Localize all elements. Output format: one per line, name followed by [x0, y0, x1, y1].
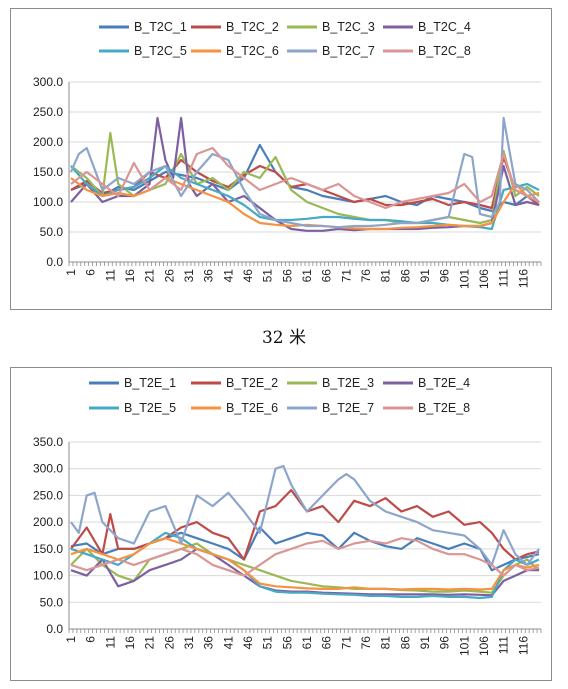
- top-xtick-label: 41: [221, 269, 235, 283]
- bottom-ytick-label: 350.0: [33, 435, 63, 449]
- top-legend-label-7: B_T2C_7: [322, 44, 375, 58]
- top-xtick-label: 96: [438, 269, 452, 283]
- chart-panel-bottom: 0.0 50.0 100.0 150.0 200.0 250.0 300.0 350.0 1 6 1…: [10, 367, 552, 681]
- bottom-xtick-label: 26: [162, 636, 176, 650]
- top-xtick-label: 11: [103, 269, 117, 282]
- chart-panel-top: 0.0 50.0 100.0 150.0 200.0 250.0 300.0 1 6 11 16 21…: [10, 8, 552, 310]
- bottom-xtick-label: 101: [457, 636, 471, 656]
- bottom-xtick-label: 11: [103, 636, 117, 649]
- bottom-xtick-label: 41: [221, 636, 235, 650]
- top-legend-label-8: B_T2C_8: [418, 44, 471, 58]
- bottom-xtick-label: 56: [280, 636, 294, 650]
- bottom-legend-label-2: B_T2E_2: [226, 376, 278, 390]
- bottom-legend-label-4: B_T2E_4: [418, 376, 470, 390]
- top-xtick-label: 101: [457, 269, 471, 289]
- bottom-xtick-label: 86: [398, 636, 412, 650]
- bottom-xtick-label: 16: [123, 636, 137, 650]
- bottom-ytick-label: 250.0: [33, 488, 63, 502]
- top-xtick-label: 106: [477, 269, 491, 289]
- top-xtick-label: 51: [261, 269, 275, 283]
- bottom-xtick-label: 106: [477, 636, 491, 656]
- top-legend-label-1: B_T2C_1: [134, 20, 187, 34]
- top-xtick-label: 56: [280, 269, 294, 283]
- top-ytick-label: 200.0: [33, 135, 63, 149]
- bottom-xtick-label: 81: [379, 636, 393, 650]
- top-xtick-label: 66: [320, 269, 334, 283]
- bottom-series-line-7: [70, 464, 540, 566]
- top-xtick-label: 81: [379, 269, 393, 283]
- bottom-xtick-label: 51: [261, 636, 275, 650]
- bottom-xtick-label: 91: [418, 636, 432, 650]
- bottom-legend-label-6: B_T2E_6: [226, 401, 278, 415]
- bottom-xtick-label: 111: [497, 636, 511, 655]
- bottom-series-line-8: [70, 537, 540, 577]
- top-xtick-label: 1: [64, 269, 78, 276]
- top-xtick-label: 76: [359, 269, 373, 283]
- top-series-line-1: [70, 143, 540, 213]
- top-xtick-label: 21: [143, 269, 157, 283]
- bottom-legend-label-1: B_T2E_1: [124, 376, 176, 390]
- top-xtick-label: 116: [516, 269, 530, 288]
- top-xtick-label: 36: [202, 269, 216, 283]
- bottom-legend-label-7: B_T2E_7: [322, 401, 374, 415]
- top-legend-label-5: B_T2C_5: [134, 44, 187, 58]
- top-xtick-label: 26: [162, 269, 176, 283]
- top-legend-label-2: B_T2C_2: [226, 20, 279, 34]
- bottom-xtick-label: 76: [359, 636, 373, 650]
- bottom-xtick-label: 116: [516, 636, 530, 655]
- top-ytick-label: 150.0: [33, 165, 63, 179]
- top-legend-label-3: B_T2C_3: [322, 20, 375, 34]
- top-xtick-label: 91: [418, 269, 432, 283]
- top-ytick-label: 50.0: [40, 225, 64, 239]
- top-xtick-label: 86: [398, 269, 412, 283]
- bottom-legend-label-3: B_T2E_3: [322, 376, 374, 390]
- bottom-ytick-label: 0.0: [46, 622, 63, 636]
- top-xtick-label: 111: [497, 269, 511, 288]
- top-series-line-7: [69, 116, 540, 229]
- bottom-xtick-label: 96: [438, 636, 452, 650]
- figure-caption: 32 米: [261, 328, 307, 348]
- bottom-xtick-label: 31: [182, 636, 196, 650]
- bottom-xtick-label: 66: [320, 636, 334, 650]
- top-ytick-label: 300.0: [33, 75, 63, 89]
- top-ytick-label: 250.0: [33, 105, 63, 119]
- top-ytick-label: 100.0: [33, 195, 63, 209]
- bottom-xtick-label: 6: [84, 636, 98, 643]
- bottom-series-line-3: [70, 542, 540, 594]
- bottom-xtick-label: 21: [143, 636, 157, 650]
- bottom-ytick-label: 50.0: [40, 595, 64, 609]
- bottom-xtick-label: 36: [202, 636, 216, 650]
- bottom-legend-label-8: B_T2E_8: [418, 401, 470, 415]
- top-xtick-label: 46: [241, 269, 255, 283]
- bottom-xtick-label: 61: [300, 636, 314, 650]
- top-legend-label-4: B_T2C_4: [418, 20, 471, 34]
- top-xtick-label: 16: [123, 269, 137, 283]
- bottom-ytick-label: 300.0: [33, 462, 63, 476]
- bottom-ytick-label: 200.0: [33, 515, 63, 529]
- top-series-line-8: [70, 146, 540, 210]
- bottom-ytick-label: 150.0: [33, 542, 63, 556]
- top-ytick-label: 0.0: [46, 255, 63, 269]
- top-xtick-label: 31: [182, 269, 196, 283]
- bottom-xtick-label: 71: [339, 636, 353, 650]
- top-xtick-label: 71: [339, 269, 353, 283]
- top-xtick-label: 6: [84, 269, 98, 276]
- bottom-legend-label-5: B_T2E_5: [124, 401, 176, 415]
- bottom-xtick-label: 1: [64, 636, 78, 643]
- top-xtick-label: 61: [300, 269, 314, 283]
- bottom-xtick-label: 46: [241, 636, 255, 650]
- top-legend-label-6: B_T2C_6: [226, 44, 279, 58]
- bottom-ytick-label: 100.0: [33, 569, 63, 583]
- bottom-series-line-6: [70, 537, 540, 591]
